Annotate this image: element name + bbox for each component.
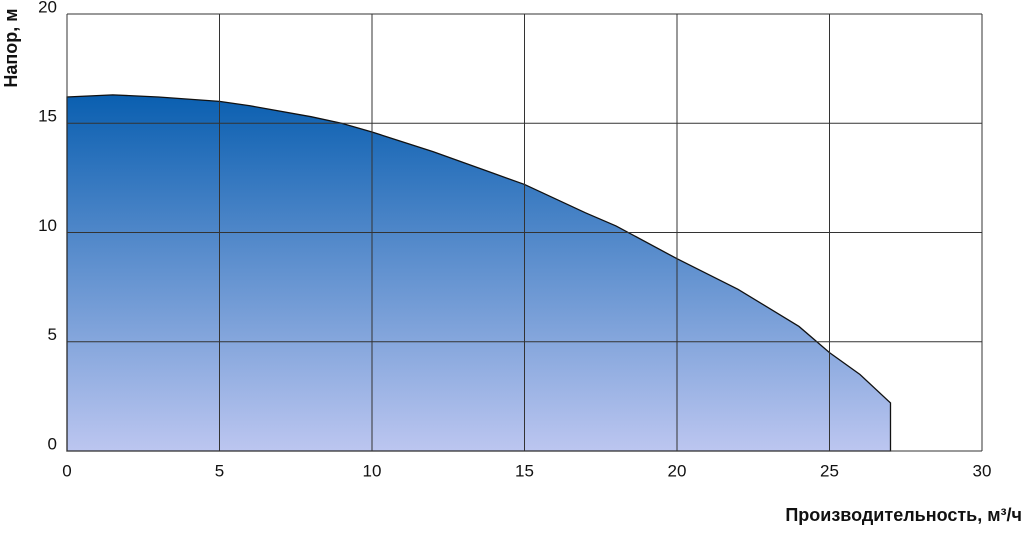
x-tick-label: 0 <box>62 461 71 480</box>
y-tick-label: 20 <box>38 0 57 16</box>
x-tick-label: 30 <box>973 461 992 480</box>
area <box>66 94 892 452</box>
x-axis-title: Производительность, м³/ч <box>785 505 1022 525</box>
y-tick-label: 0 <box>48 434 57 453</box>
x-tick-label: 25 <box>820 461 839 480</box>
x-tick-label: 5 <box>215 461 224 480</box>
x-tick-label: 10 <box>363 461 382 480</box>
x-tick-label: 15 <box>515 461 534 480</box>
y-tick-label: 10 <box>38 216 57 235</box>
x-tick-label: 20 <box>668 461 687 480</box>
y-tick-label: 5 <box>48 325 57 344</box>
y-tick-label: 15 <box>38 107 57 126</box>
y-axis-title: Напор, м <box>1 8 21 87</box>
